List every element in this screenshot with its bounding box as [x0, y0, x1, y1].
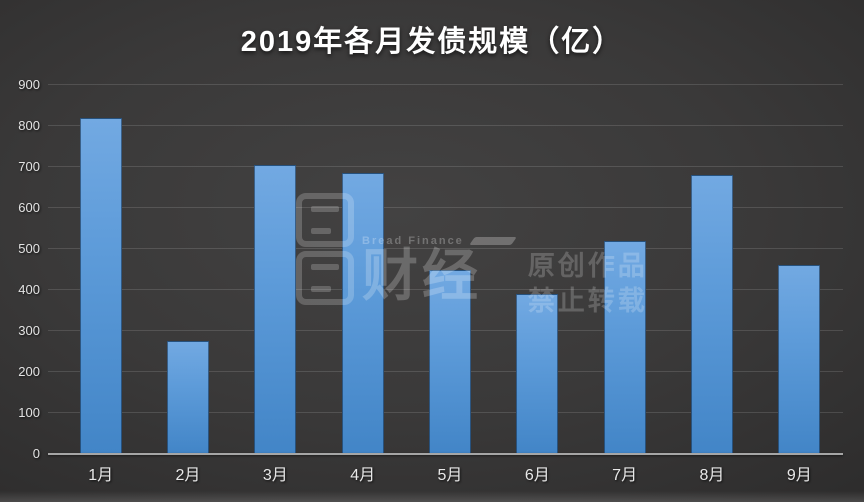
y-tick-label-700: 700: [18, 159, 40, 174]
bar-slot-m7: [581, 85, 668, 454]
x-tick-label-m2: 2月: [175, 467, 201, 484]
y-tick-label-800: 800: [18, 118, 40, 134]
bar-slot-m2: [144, 85, 231, 454]
x-tick-label-m7: 7月: [612, 467, 638, 484]
x-tick-label-m4: 4月: [350, 467, 376, 484]
x-axis-line: [48, 453, 843, 455]
y-axis-labels: 0 100 200 300 400 500 600 700 800 900: [0, 77, 40, 461]
bar-slot-m3: [232, 85, 319, 454]
plot-area: [48, 84, 843, 455]
y-tick-label-0: 0: [32, 446, 40, 461]
bar-slot-m8: [668, 85, 755, 454]
x-tick-label-m8: 8月: [699, 467, 725, 484]
bar-m7: [603, 240, 646, 454]
bar-m1: [79, 117, 122, 454]
y-tick-label-100: 100: [18, 405, 40, 421]
y-tick-label-200: 200: [18, 364, 40, 380]
bar-m8: [690, 175, 733, 454]
gridline-500: [48, 248, 843, 249]
y-tick-label-600: 600: [18, 200, 40, 216]
bar-slot-m1: [57, 85, 144, 454]
bar-m2: [166, 341, 209, 454]
y-tick-label-500: 500: [18, 241, 40, 256]
gridline-800: [48, 125, 843, 126]
bar-m9: [778, 265, 821, 454]
bar-m5: [428, 269, 471, 454]
bar-slot-m9: [756, 85, 843, 454]
bar-slot-m5: [406, 85, 493, 454]
bar-slot-m4: [319, 85, 406, 454]
bar-slot-m6: [494, 85, 581, 454]
bar-m3: [254, 164, 297, 454]
y-tick-label-900: 900: [18, 77, 40, 92]
chart-title: 2019年各月发债规模（亿）: [240, 26, 624, 58]
gridline-600: [48, 207, 843, 208]
x-tick-label-m5: 5月: [437, 467, 463, 484]
x-tick-label-m1: 1月: [88, 467, 114, 484]
bottom-highlight: [0, 491, 864, 502]
gridline-700: [48, 166, 843, 167]
y-tick-label-300: 300: [18, 323, 40, 339]
x-tick-label-m3: 3月: [262, 467, 288, 484]
x-tick-label-m6: 6月: [524, 467, 550, 484]
x-axis-labels: 1月 2月 3月 4月 5月 6月 7月 8月 9月: [57, 461, 843, 485]
gridline-900: [48, 84, 843, 85]
x-tick-label-m9: 9月: [786, 467, 812, 484]
bar-m6: [516, 294, 559, 454]
bars-container: [57, 85, 843, 454]
y-tick-label-400: 400: [18, 282, 40, 298]
bar-m4: [341, 173, 384, 454]
